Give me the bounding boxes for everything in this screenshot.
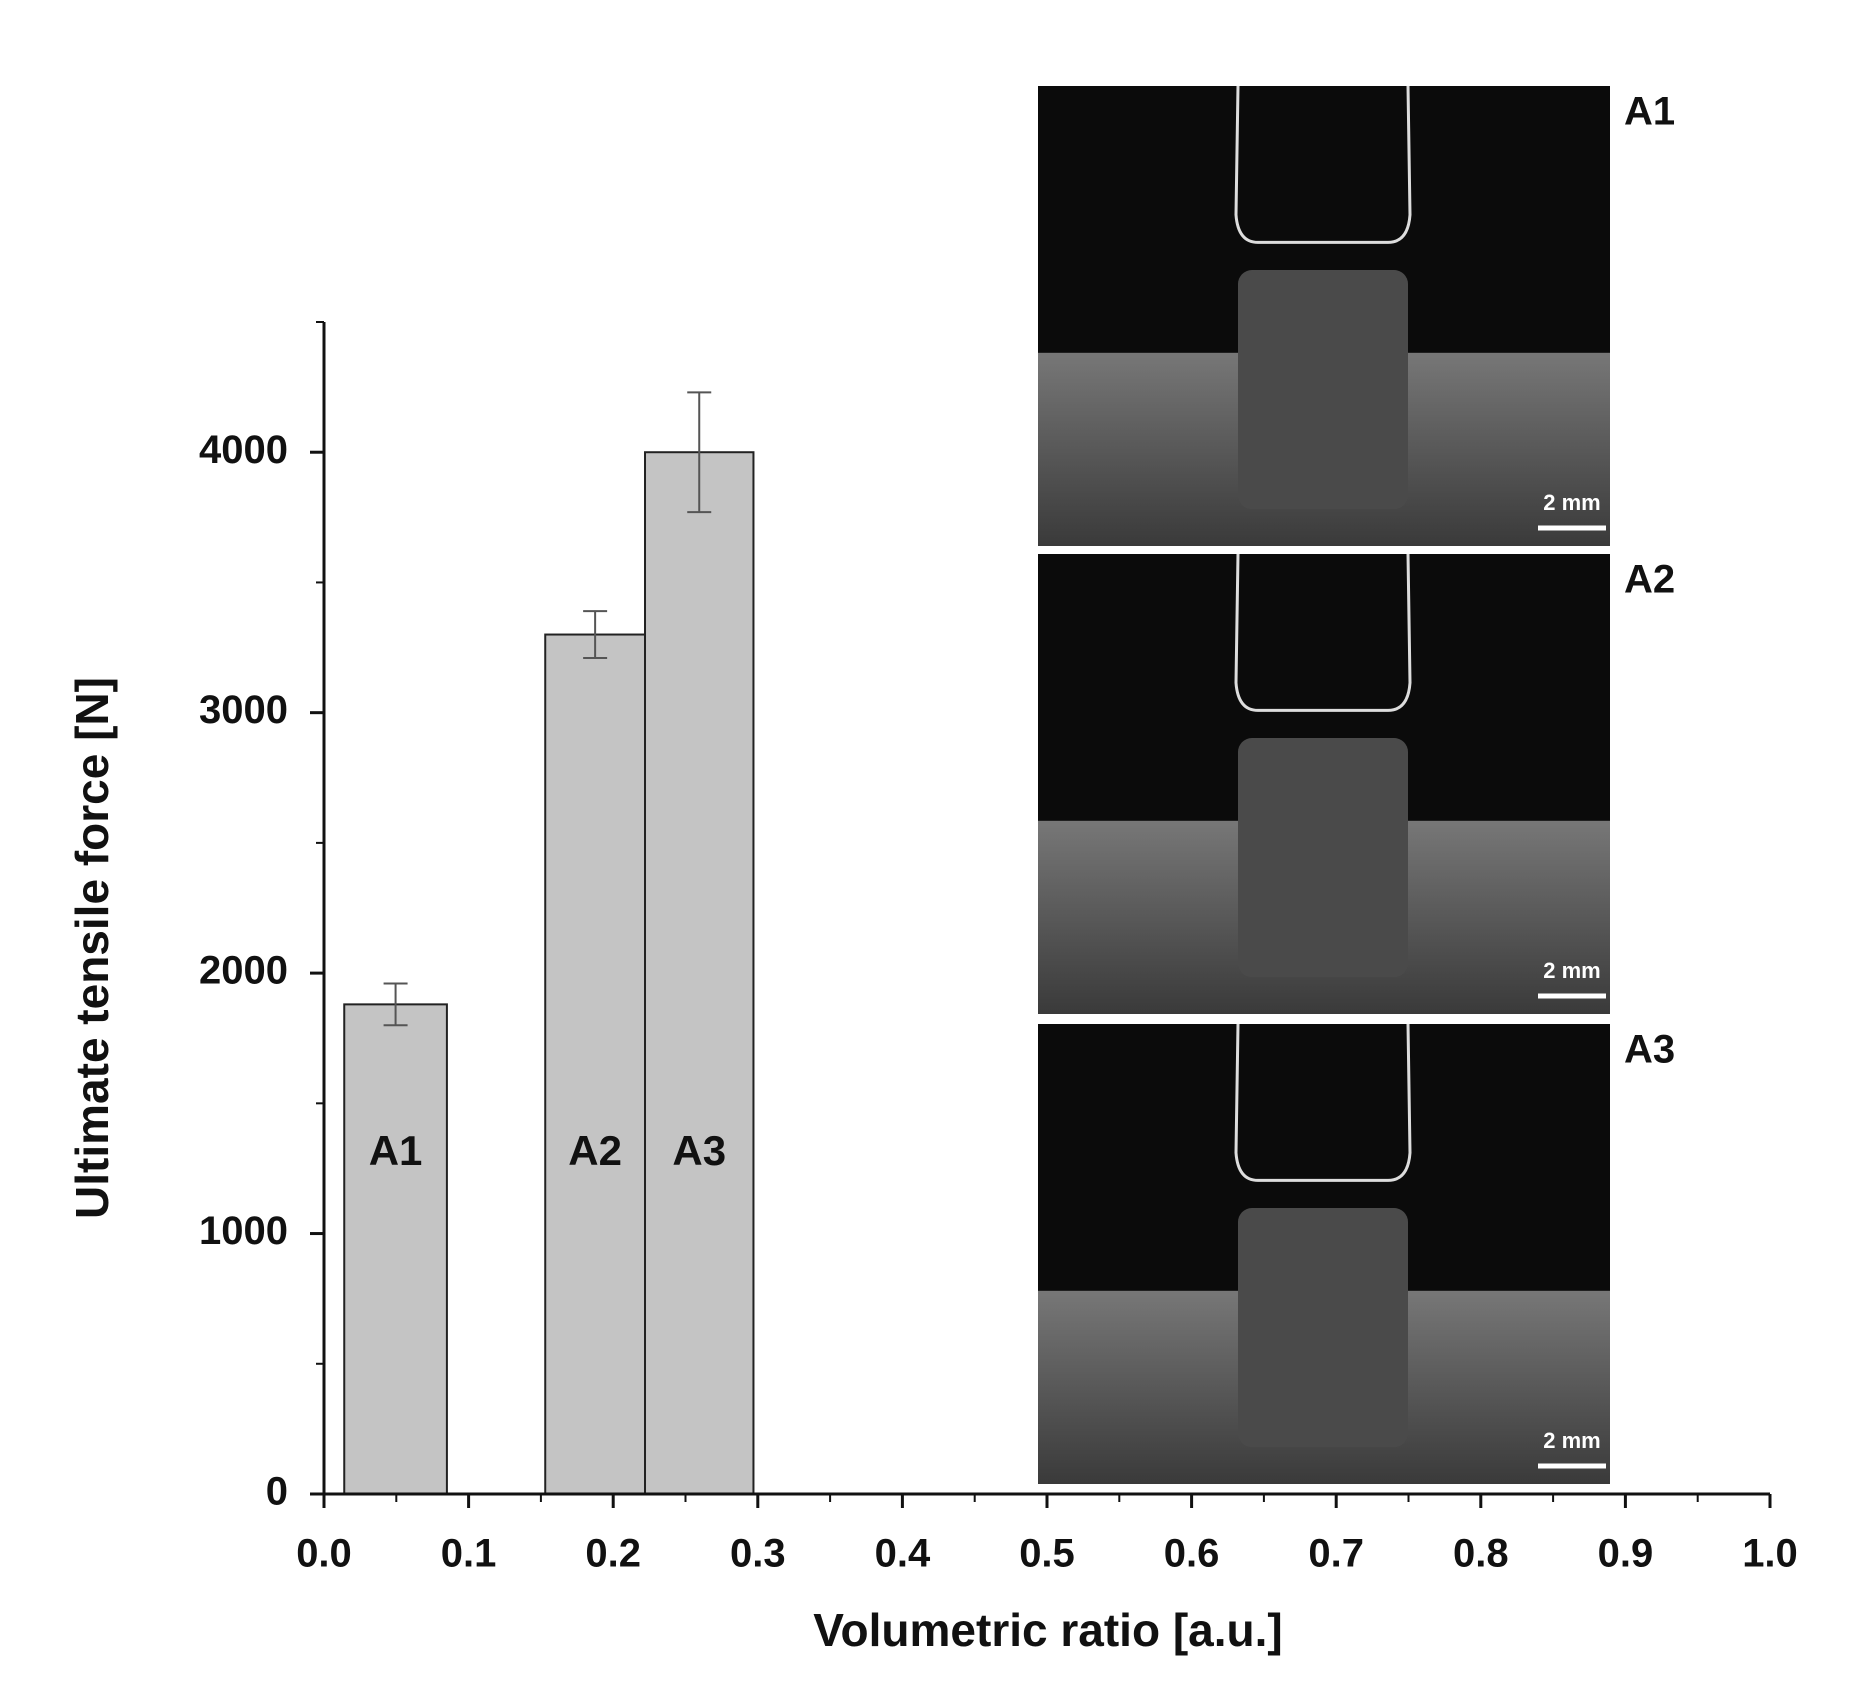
bar-label: A1 [369,1127,423,1174]
y-tick-label: 0 [266,1470,288,1514]
y-tick-label: 1000 [199,1209,288,1253]
scale-label: 2 mm [1543,490,1600,515]
x-tick-label: 0.6 [1164,1532,1220,1576]
y-tick-label: 3000 [199,688,288,732]
inset-photo [1038,1023,1610,1484]
photo-outline [1234,85,1412,244]
y-axis-title: Ultimate tensile force [N] [66,677,118,1219]
x-tick-label: 0.1 [441,1532,497,1576]
error-bar [383,982,408,1027]
scale-label: 2 mm [1543,958,1600,983]
scale-label: 2 mm [1543,1428,1600,1453]
photo-outline [1234,1023,1412,1182]
inset-label: A2 [1624,558,1675,602]
inset-label: A3 [1624,1028,1675,1072]
inset-photo [1038,553,1610,1014]
photo-weld [1238,270,1408,510]
y-tick-label: 4000 [199,428,288,472]
photo-outline [1234,553,1412,712]
x-tick-label: 0.9 [1598,1532,1654,1576]
x-axis-title: Volumetric ratio [a.u.] [813,1604,1282,1656]
inset-photo [1038,85,1610,546]
bar [343,1003,448,1495]
inset-label: A1 [1624,90,1675,134]
x-tick-label: 0.5 [1019,1532,1075,1576]
bar [644,451,755,1496]
bar-label: A3 [672,1127,726,1174]
photo-weld [1238,738,1408,978]
x-tick-label: 0.8 [1453,1532,1509,1576]
bar-label: A2 [568,1127,622,1174]
bar [544,633,647,1495]
x-tick-label: 0.4 [875,1532,931,1576]
x-tick-label: 0.7 [1308,1532,1364,1576]
x-tick-label: 1.0 [1742,1532,1798,1576]
y-tick-label: 2000 [199,949,288,993]
x-tick-label: 0.2 [585,1532,641,1576]
x-tick-label: 0.0 [296,1532,352,1576]
error-bar [583,610,608,659]
x-tick-label: 0.3 [730,1532,786,1576]
error-bar [687,391,712,514]
photo-weld [1238,1208,1408,1448]
